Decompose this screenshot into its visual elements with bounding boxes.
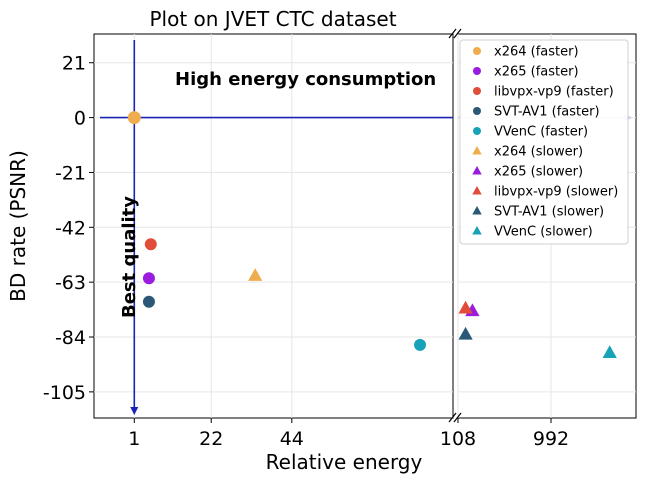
legend-label: VVenC (slower) [494,225,593,240]
legend-label: x265 (slower) [494,165,583,180]
legend-marker [472,186,482,195]
legend-marker [473,67,481,75]
x-tick-label: 1 [128,428,140,450]
legend-marker [473,47,481,55]
y-tick-label: 0 [74,108,86,130]
legend-label: SVT-AV1 (slower) [494,205,604,220]
legend-marker [472,166,482,175]
data-point [414,338,427,351]
x-tick-label: 108 [440,428,476,450]
y-axis-label: BD rate (PSNR) [6,150,30,302]
vertical-arrowhead [130,407,139,415]
y-tick-label: 21 [62,53,86,75]
data-point [602,345,617,358]
data-point [458,300,473,314]
legend-marker [472,226,482,235]
y-tick-label: -105 [43,382,86,404]
legend-marker [473,127,481,135]
data-point [458,326,473,340]
plot-area-left [93,33,454,419]
legend-marker [472,206,482,215]
reference-point [127,111,141,125]
legend-marker [473,87,481,95]
axis-break-bottom [448,412,462,423]
data-point [144,238,157,251]
x-tick-label: 44 [280,428,304,450]
x-tick-label: 992 [533,428,569,450]
x-tick-label: 22 [199,428,223,450]
legend-label: x264 (slower) [494,145,583,160]
legend-label: libvpx-vp9 (slower) [494,185,618,200]
points-layer [127,111,617,358]
y-tick-label: -84 [55,327,86,349]
legend-box [459,39,629,245]
annotation-high-energy: High energy consumption [175,69,436,90]
y-tick-label: -63 [55,272,86,294]
x-axis-label: Relative energy [266,450,423,474]
data-point [142,272,155,285]
legend-label: SVT-AV1 (faster) [494,105,600,120]
y-tick-label: -42 [55,217,86,239]
data-point [248,268,263,281]
y-tick-label: -21 [55,162,86,184]
chart-title: Plot on JVET CTC dataset [149,7,396,31]
legend-label: libvpx-vp9 (faster) [494,85,614,100]
legend-label: VVenC (faster) [494,125,588,140]
legend: x264 (faster) x265 (faster) libvpx-vp9 (fa… [459,39,629,245]
data-point [142,295,155,308]
legend-label: x264 (faster) [494,45,579,60]
annotation-best-quality: Best quality [119,196,140,318]
legend-marker [472,146,482,155]
legend-label: x265 (faster) [494,65,579,80]
axes-layer: 21 0 -21 -42 -63 -84 -105 1 22 44 108 992 [43,40,632,450]
axis-break-top [448,28,462,39]
legend-marker [473,107,481,115]
